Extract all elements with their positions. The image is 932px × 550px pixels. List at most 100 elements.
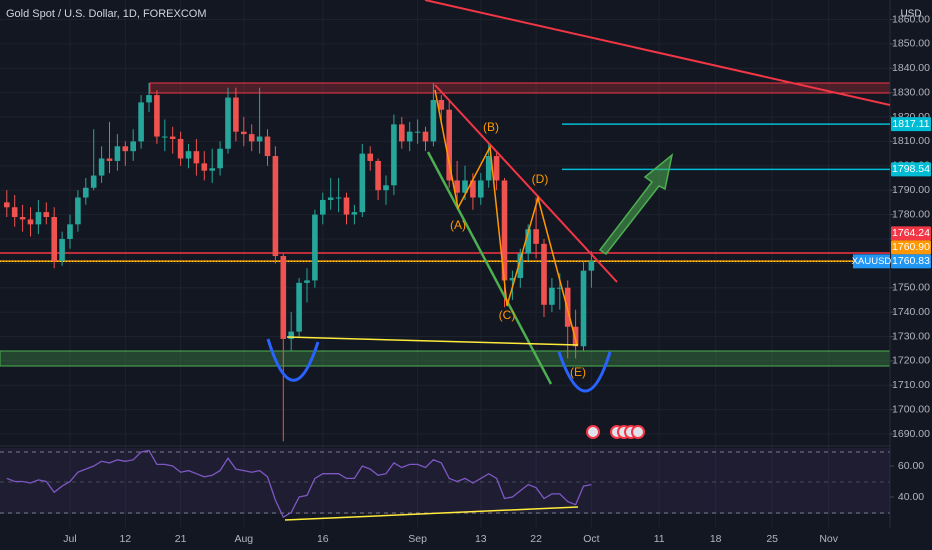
candle-body bbox=[130, 141, 136, 152]
candle-body bbox=[470, 180, 476, 198]
events bbox=[586, 425, 645, 439]
rsi-tick-label: 60.00 bbox=[898, 460, 924, 472]
event-icon[interactable] bbox=[631, 425, 645, 439]
candle-body bbox=[122, 146, 129, 152]
price-tag-label: 1760.83 bbox=[892, 255, 930, 267]
candle-body bbox=[367, 153, 373, 161]
candle-body bbox=[272, 156, 279, 257]
candle-body bbox=[296, 282, 302, 332]
annotation: (D) bbox=[532, 172, 549, 186]
candle-body bbox=[509, 277, 516, 281]
price-tag-label: 1760.90 bbox=[892, 241, 930, 253]
candle-body bbox=[525, 229, 531, 254]
curve bbox=[266, 338, 320, 382]
candle-body bbox=[438, 99, 445, 110]
y-tick-label: 1840.00 bbox=[892, 62, 930, 74]
y-tick-label: 1710.00 bbox=[892, 379, 930, 391]
price-tag bbox=[891, 117, 931, 132]
candle-body bbox=[383, 185, 389, 191]
candle-body bbox=[335, 197, 342, 199]
candle-body bbox=[588, 260, 595, 271]
price-tag bbox=[891, 162, 931, 177]
y-tick-label: 1690.00 bbox=[892, 428, 930, 440]
candle-body bbox=[517, 253, 524, 278]
y-tick-label: 1720.00 bbox=[892, 355, 930, 367]
event-icon[interactable] bbox=[586, 425, 600, 439]
y-tick-label: 1750.00 bbox=[892, 282, 930, 294]
trendline bbox=[426, 151, 553, 385]
rsi-line bbox=[6, 449, 592, 519]
trendline bbox=[434, 84, 618, 283]
candle-body bbox=[169, 136, 176, 139]
candle-body bbox=[209, 168, 215, 171]
x-tick-label: 12 bbox=[119, 533, 131, 545]
annotation: (C) bbox=[499, 308, 516, 322]
candle-body bbox=[312, 214, 318, 281]
price-tag-label: 1764.24 bbox=[892, 227, 930, 239]
candle-body bbox=[493, 156, 500, 181]
currency: USD bbox=[900, 9, 921, 20]
candle-body bbox=[327, 197, 334, 200]
candle-body bbox=[462, 180, 468, 193]
candle-body bbox=[217, 148, 223, 169]
support-zone bbox=[0, 350, 891, 367]
y-tick-label: 1860.00 bbox=[892, 13, 930, 25]
candle-body bbox=[19, 217, 26, 220]
candle-body bbox=[154, 95, 160, 137]
candle-body bbox=[359, 153, 366, 213]
rsi-band bbox=[0, 448, 890, 514]
resistance-zone bbox=[149, 82, 891, 94]
candle-body bbox=[75, 197, 81, 225]
candle-body bbox=[557, 287, 563, 289]
candle-body bbox=[233, 97, 239, 132]
candle-body bbox=[256, 136, 263, 142]
candle-body bbox=[343, 197, 350, 215]
candle-body bbox=[146, 95, 152, 103]
x-tick-label: 25 bbox=[766, 533, 778, 545]
wave bbox=[434, 89, 578, 346]
x-tick-label: Aug bbox=[234, 533, 253, 545]
neckline bbox=[286, 336, 579, 346]
y-tick-label: 1810.00 bbox=[892, 135, 930, 147]
candle-body bbox=[162, 136, 168, 138]
candle-body bbox=[580, 270, 587, 347]
x-tick-label: Jul bbox=[63, 533, 76, 545]
candle-body bbox=[59, 238, 65, 261]
y-tick-label: 1850.00 bbox=[892, 38, 930, 50]
rsi-pane bbox=[6, 449, 592, 519]
price-tag-label: 1798.54 bbox=[892, 163, 930, 175]
annotation: (A) bbox=[450, 218, 466, 232]
y-tick-label: 1700.00 bbox=[892, 403, 930, 415]
candle-body bbox=[138, 102, 144, 142]
x-tick-label: 18 bbox=[710, 533, 722, 545]
y-tick-label: 1830.00 bbox=[892, 86, 930, 98]
price-tag bbox=[891, 240, 931, 255]
candle-body bbox=[35, 212, 42, 225]
candle-body bbox=[422, 131, 429, 142]
x-tick-label: 16 bbox=[317, 533, 329, 545]
y-tick-label: 1790.00 bbox=[892, 184, 930, 196]
candle-body bbox=[304, 280, 310, 283]
x-tick-label: 11 bbox=[654, 533, 665, 545]
candle-body bbox=[375, 160, 381, 191]
candle-body bbox=[43, 212, 50, 218]
candle-body bbox=[406, 131, 413, 142]
candle-body bbox=[288, 331, 294, 339]
x-tick-label: 22 bbox=[530, 533, 542, 545]
annotation: (B) bbox=[483, 120, 499, 134]
candle-body bbox=[533, 229, 539, 244]
candle-body bbox=[572, 326, 579, 347]
candle-body bbox=[193, 151, 200, 164]
candle-body bbox=[241, 131, 247, 135]
rsi-tick-label: 40.00 bbox=[898, 491, 924, 503]
x-tick-label: 21 bbox=[175, 533, 187, 545]
candle-body bbox=[501, 180, 508, 281]
arrow bbox=[598, 153, 674, 256]
candle-body bbox=[399, 124, 405, 142]
price-tag bbox=[891, 254, 931, 269]
candle-body bbox=[67, 224, 73, 239]
candle-body bbox=[27, 219, 34, 225]
trendline bbox=[424, 0, 891, 106]
